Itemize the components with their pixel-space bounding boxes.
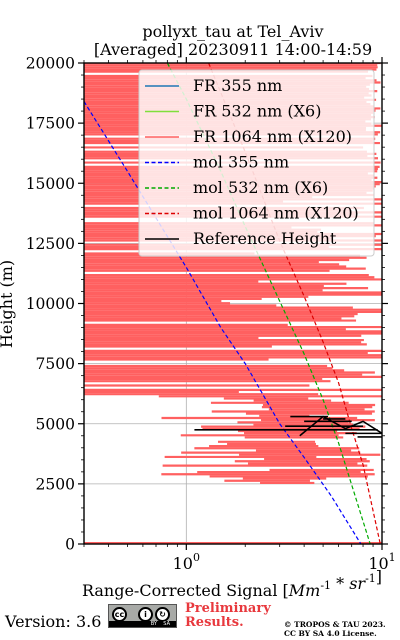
legend-label: FR 532 nm (X6) [193, 102, 321, 121]
legend-label: FR 1064 nm (X120) [193, 127, 352, 146]
x-tick-label: 100 [173, 551, 200, 573]
legend-label: mol 532 nm (X6) [193, 178, 328, 197]
y-tick-label: 15000 [26, 175, 75, 193]
y-tick-label: 20000 [26, 55, 75, 73]
y-tick-label: 7500 [36, 355, 75, 373]
reference-height-line [299, 415, 382, 437]
cc-license-badge: cc i ↻ BY SA [108, 604, 177, 628]
copyright-notice: © TROPOS & TAU 2023. CC BY SA 4.0 Licens… [284, 620, 386, 638]
preliminary-notice: Preliminary Results. [185, 602, 271, 630]
chart-subtitle: [Averaged] 20230911 14:00-14:59 [93, 40, 373, 59]
x-axis-label: Range-Corrected Signal [Mm-1 * sr-1] [82, 567, 382, 600]
cc-icon: cc [112, 607, 127, 622]
cc-band: BY SA [109, 621, 176, 627]
chart-svg: FR 355 nm FR 532 nm (X6) FR 1064 nm (X120)… [0, 55, 396, 601]
mol-1064-nm-x120-line [208, 63, 381, 544]
legend-label: Reference Height [193, 229, 337, 248]
copyright-line2: CC BY SA 4.0 License. [284, 629, 377, 638]
reference-height-series [194, 415, 382, 438]
legend-label: FR 355 nm [193, 76, 282, 95]
y-tick-label: 0 [65, 536, 75, 554]
preliminary-line1: Preliminary [185, 601, 271, 616]
legend-box [138, 69, 375, 257]
y-tick-label: 10000 [26, 295, 75, 313]
y-tick-label: 5000 [36, 415, 75, 433]
y-tick-label: 2500 [36, 475, 75, 493]
y-tick-label: 17500 [26, 115, 75, 133]
version-label: Version: 3.6 [5, 612, 102, 631]
preliminary-line2: Results. [185, 615, 244, 630]
y-axis-label: Height (m) [0, 260, 16, 348]
by-icon: i [138, 607, 153, 622]
y-tick-label: 12500 [26, 235, 75, 253]
legend-label: mol 355 nm [193, 153, 289, 172]
legend: FR 355 nm FR 532 nm (X6) FR 1064 nm (X120)… [138, 69, 375, 257]
copyright-line1: © TROPOS & TAU 2023. [284, 620, 386, 629]
legend-label: mol 1064 nm (X120) [193, 204, 359, 223]
chart-title: pollyxt_tau at Tel_Aviv [142, 22, 324, 41]
sa-icon: ↻ [155, 607, 170, 622]
